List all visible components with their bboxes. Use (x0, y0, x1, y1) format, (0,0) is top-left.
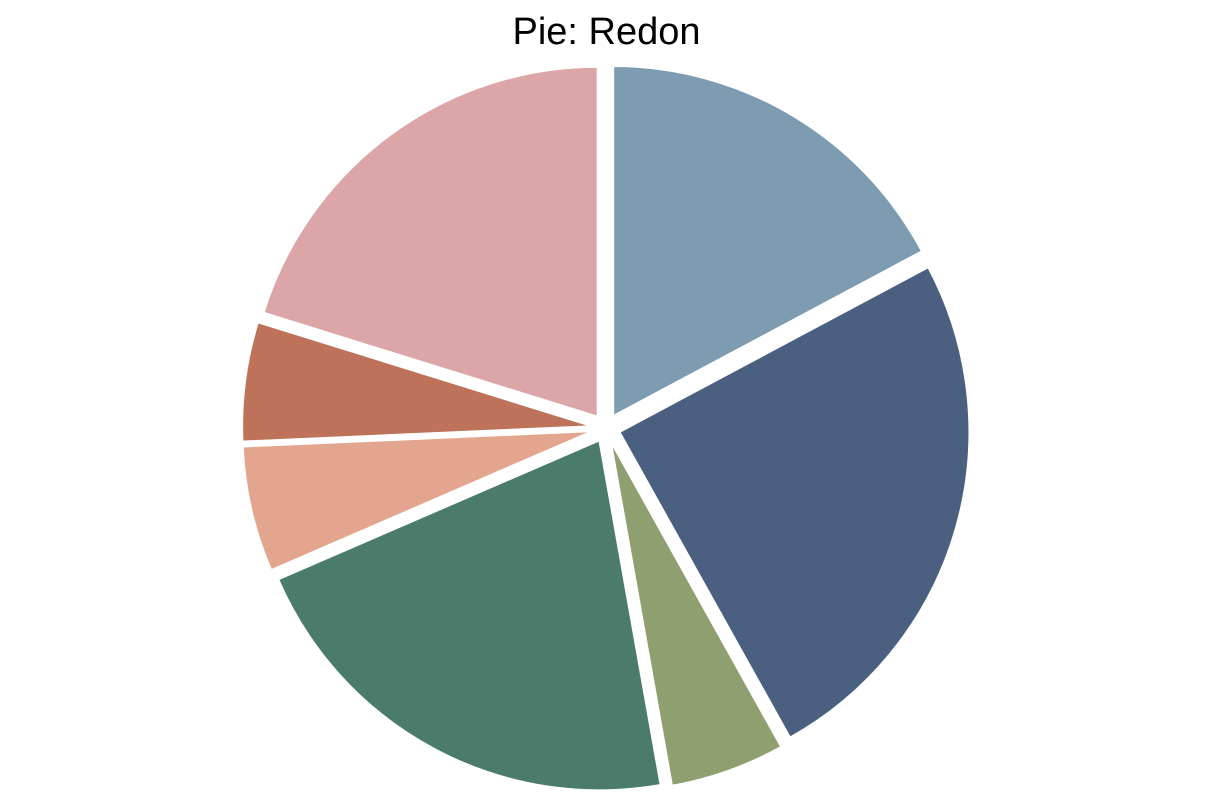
pie-slice-5 (241, 430, 593, 572)
pie-slice-2 (618, 265, 971, 739)
pie-slice-4 (276, 438, 662, 792)
chart-title: Pie: Redon (512, 11, 701, 53)
pie-slice-6 (241, 320, 593, 443)
pie-slice-3 (609, 440, 783, 787)
pie-slice-7 (262, 65, 599, 419)
pie-slice-1 (612, 64, 924, 418)
pie-slices (241, 64, 971, 792)
